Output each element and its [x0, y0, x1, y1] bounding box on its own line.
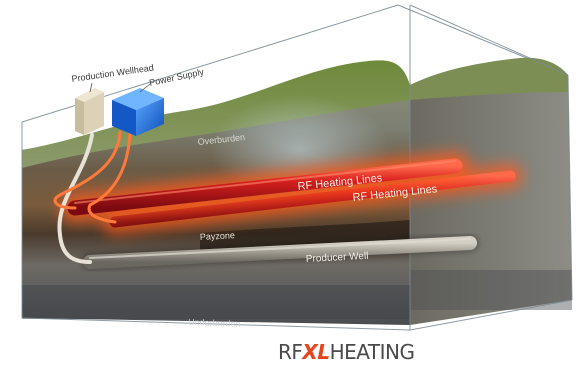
underburden-rocks	[22, 270, 572, 319]
underburden-label: Underburden	[188, 317, 241, 329]
power-supply-label: Power Supply	[148, 67, 205, 88]
grass-surface-side	[410, 57, 568, 100]
rf-heating-line-back	[102, 163, 523, 235]
label-leaders	[89, 82, 151, 93]
production-wellhead-box	[75, 88, 104, 135]
producer-well	[81, 234, 479, 271]
power-supply-box	[112, 88, 164, 136]
payzone-label: Payzone	[200, 230, 236, 242]
surface-cables	[53, 130, 132, 264]
soil-side-face	[410, 75, 572, 325]
production-wellhead-label: Production Wellhead	[71, 63, 154, 84]
rfxl-heating-logo: RFXLHEATING	[278, 340, 415, 364]
producer-well-label: Producer Well	[306, 251, 369, 265]
overburden-label: Overburden	[197, 132, 245, 147]
brand-prefix: RF	[278, 340, 303, 364]
brand-suffix: HEATING	[329, 340, 415, 364]
brand-accent: XL	[302, 340, 330, 364]
rf-heating-line-front	[60, 151, 470, 223]
